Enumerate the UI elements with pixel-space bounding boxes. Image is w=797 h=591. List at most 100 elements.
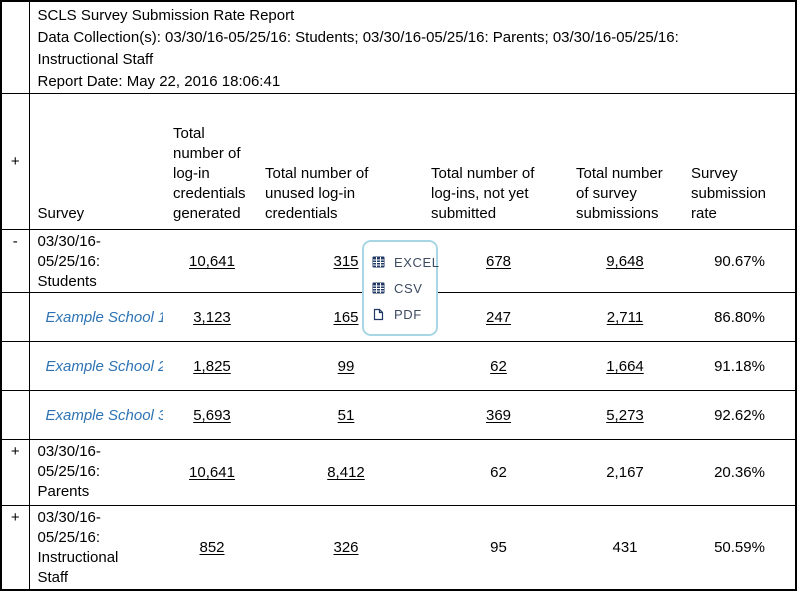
row-expander[interactable]: + xyxy=(1,505,30,590)
table-row-school-2: Example School 2 1,825 99 62 1,664 91.18… xyxy=(1,341,797,391)
survey-submissions-cell: 9,648 xyxy=(566,229,684,293)
survey-submissions-cell: 2,711 xyxy=(566,292,684,342)
report-date: Report Date: May 22, 2016 18:06:41 xyxy=(37,73,281,90)
value-link[interactable]: 62 xyxy=(490,357,507,375)
logins-not-submitted-cell: 62 xyxy=(431,439,566,506)
export-csv-menu-item[interactable]: CSV xyxy=(372,275,430,301)
survey-group-label: 03/30/16-05/25/16: Parents xyxy=(29,439,163,506)
data-collections-line2: Instructional Staff xyxy=(37,51,154,68)
value-link[interactable]: 9,648 xyxy=(606,252,644,270)
value-text: 62 xyxy=(490,464,507,481)
value-link[interactable]: 678 xyxy=(485,252,512,270)
report-header-cell: SCLS Survey Submission Rate Report Data … xyxy=(29,1,797,94)
school-name-link: Example School 3 xyxy=(29,390,163,440)
rate-value: 92.62% xyxy=(714,406,765,424)
value-text: 95 xyxy=(490,538,507,556)
row-expander[interactable]: + xyxy=(1,439,30,506)
logins-not-submitted-cell: 95 xyxy=(431,505,566,590)
value-text: 2,167 xyxy=(606,464,644,481)
table-row-instructional-staff: + 03/30/16-05/25/16: Instructional Staff… xyxy=(1,505,797,590)
logins-not-submitted-cell: 369 xyxy=(431,390,566,440)
credentials-generated-cell: 10,641 xyxy=(163,439,261,506)
value-link[interactable]: 852 xyxy=(199,538,225,556)
value-link[interactable]: 315 xyxy=(333,252,359,270)
value-link[interactable]: 247 xyxy=(485,308,512,326)
rate-value: 20.36% xyxy=(714,464,765,481)
table-row-school-3: Example School 3 5,693 51 369 5,273 92.6… xyxy=(1,390,797,440)
column-header-survey-submissions: Total number of survey submissions xyxy=(566,93,684,230)
table-row-parents: + 03/30/16-05/25/16: Parents 10,641 8,41… xyxy=(1,439,797,506)
unused-credentials-cell: 99 xyxy=(261,341,431,391)
unused-credentials-cell: 51 xyxy=(261,390,431,440)
header-gutter-cell xyxy=(1,1,30,94)
rate-value: 86.80% xyxy=(714,308,765,326)
credentials-generated-cell: 10,641 xyxy=(163,229,261,293)
submission-rate-cell: 91.18% xyxy=(684,341,797,391)
value-link[interactable]: 8,412 xyxy=(327,464,365,481)
value-link[interactable]: 326 xyxy=(333,538,359,556)
credentials-generated-cell: 1,825 xyxy=(163,341,261,391)
survey-submissions-cell: 2,167 xyxy=(566,439,684,506)
logins-not-submitted-cell: 678 xyxy=(431,229,566,293)
expand-all-toggle[interactable]: + xyxy=(1,93,30,230)
value-link[interactable]: 369 xyxy=(485,406,512,424)
survey-group-label: 03/30/16-05/25/16: Instructional Staff xyxy=(29,505,163,590)
file-document-icon xyxy=(372,308,385,321)
survey-submissions-cell: 5,273 xyxy=(566,390,684,440)
rate-value: 90.67% xyxy=(714,252,765,270)
column-header-row: + Survey Total number of log-in credenti… xyxy=(1,93,797,230)
unused-credentials-cell: 326 xyxy=(261,505,431,590)
school-name-link: Example School 1 xyxy=(29,292,163,342)
row-expander[interactable]: - xyxy=(1,229,30,293)
school-name-link: Example School 2 xyxy=(29,341,163,391)
value-link[interactable]: 5,273 xyxy=(606,406,644,424)
survey-group-label: 03/30/16-05/25/16: Students xyxy=(29,229,163,293)
value-link[interactable]: 10,641 xyxy=(189,252,235,270)
column-header-logins-not-submitted: Total number of log-ins, not yet submitt… xyxy=(431,93,566,230)
rate-value: 50.59% xyxy=(714,538,765,556)
export-excel-menu-item[interactable]: EXCEL xyxy=(372,249,439,275)
report-header-row: SCLS Survey Submission Rate Report Data … xyxy=(1,1,797,94)
unused-credentials-cell: 8,412 xyxy=(261,439,431,506)
export-menu: EXCEL CSV PDF xyxy=(362,240,439,336)
rate-value: 91.18% xyxy=(714,357,765,375)
column-header-unused-credentials: Total number of unused log-in credential… xyxy=(261,93,431,230)
submission-rate-cell: 20.36% xyxy=(684,439,797,506)
menu-item-label: EXCEL xyxy=(394,254,440,270)
menu-item-label: PDF xyxy=(394,306,422,322)
credentials-generated-cell: 5,693 xyxy=(163,390,261,440)
row-expander xyxy=(1,292,30,342)
submission-rate-cell: 92.62% xyxy=(684,390,797,440)
column-header-survey: Survey xyxy=(29,93,163,230)
submission-rate-cell: 90.67% xyxy=(684,229,797,293)
column-header-credentials-generated: Total number of log-in credentials gener… xyxy=(163,93,261,230)
value-link[interactable]: 51 xyxy=(337,406,355,424)
value-link[interactable]: 1,825 xyxy=(193,357,231,375)
value-link[interactable]: 99 xyxy=(337,357,355,375)
column-header-submission-rate: Survey submission rate xyxy=(684,93,797,230)
value-link[interactable]: 10,641 xyxy=(189,464,235,481)
survey-submissions-cell: 431 xyxy=(566,505,684,590)
value-link[interactable]: 165 xyxy=(333,308,359,326)
submission-rate-cell: 86.80% xyxy=(684,292,797,342)
spreadsheet-grid-icon xyxy=(372,256,385,268)
row-expander xyxy=(1,390,30,440)
submission-rate-cell: 50.59% xyxy=(684,505,797,590)
value-link[interactable]: 5,693 xyxy=(193,406,231,424)
value-link[interactable]: 1,664 xyxy=(606,357,644,375)
survey-submissions-cell: 1,664 xyxy=(566,341,684,391)
credentials-generated-cell: 3,123 xyxy=(163,292,261,342)
logins-not-submitted-cell: 247 xyxy=(431,292,566,342)
report-title: SCLS Survey Submission Rate Report xyxy=(37,7,295,24)
value-link[interactable]: 2,711 xyxy=(606,308,644,326)
value-link[interactable]: 3,123 xyxy=(193,308,231,326)
export-pdf-menu-item[interactable]: PDF xyxy=(372,301,430,327)
spreadsheet-grid-icon xyxy=(372,282,385,294)
data-collections-line1: Data Collection(s): 03/30/16-05/25/16: S… xyxy=(37,29,679,46)
menu-item-label: CSV xyxy=(394,280,423,296)
logins-not-submitted-cell: 62 xyxy=(431,341,566,391)
row-expander xyxy=(1,341,30,391)
credentials-generated-cell: 852 xyxy=(163,505,261,590)
value-text: 431 xyxy=(612,538,638,556)
